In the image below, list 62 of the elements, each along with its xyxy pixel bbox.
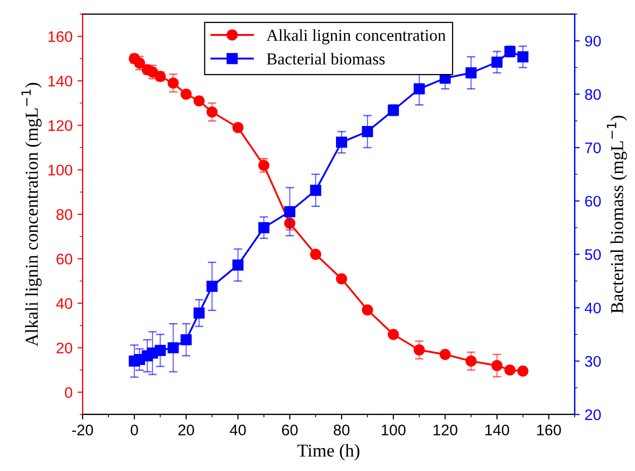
point <box>414 344 425 356</box>
point <box>466 67 477 78</box>
point <box>504 364 516 376</box>
point <box>362 304 374 316</box>
y2-tick-label: 20 <box>585 409 601 420</box>
point <box>232 259 244 271</box>
point <box>194 308 205 319</box>
y-tick-label: 160 <box>48 31 72 42</box>
y2-axis-title: Bacterial biomass (mgL$^{−1}$) <box>606 116 627 314</box>
point <box>491 360 503 372</box>
y-tick-label: 0 <box>64 387 72 398</box>
y-tick-label: 40 <box>56 298 72 309</box>
point <box>310 184 322 196</box>
point <box>336 273 348 284</box>
point <box>440 348 451 360</box>
point <box>517 51 528 62</box>
y2-tick-label: 50 <box>585 249 601 260</box>
point <box>194 95 205 106</box>
y2-tick-label: 30 <box>584 356 601 367</box>
point <box>284 206 296 218</box>
point <box>180 334 192 346</box>
point <box>154 344 166 356</box>
point <box>310 248 322 260</box>
x-tick-label: 20 <box>178 424 194 436</box>
y-tick-label: 140 <box>48 76 72 87</box>
x-tick-label: 100 <box>382 424 406 436</box>
point <box>517 366 528 377</box>
x-axis-title: Time (h) <box>297 444 360 460</box>
point <box>258 222 270 234</box>
legend-label: Bacterial biomass <box>266 52 385 65</box>
y-tick-label: 120 <box>48 120 72 132</box>
y-tick-label: 100 <box>48 164 72 176</box>
x-tick-label: 120 <box>434 424 458 436</box>
y2-tick-label: 80 <box>585 89 601 100</box>
point <box>466 356 477 367</box>
legend-label: Alkali lignin concentration <box>266 29 446 44</box>
x-tick-label: 0 <box>130 424 138 436</box>
y2-tick-label: 60 <box>585 196 601 207</box>
point <box>362 126 374 138</box>
y-tick-label: 80 <box>56 209 72 220</box>
x-tick-label: 80 <box>334 424 350 436</box>
x-tick-label: 40 <box>230 424 246 436</box>
y2-tick-label: 40 <box>584 302 601 314</box>
x-tick-label: 140 <box>485 424 510 436</box>
x-tick-label: 160 <box>537 424 561 436</box>
point <box>336 136 348 148</box>
y2-tick-label: 70 <box>585 142 601 154</box>
y2-tick-label: 90 <box>585 36 601 47</box>
point <box>168 78 179 89</box>
point <box>491 56 503 68</box>
x-tick-label: -20 <box>72 424 93 436</box>
point <box>206 280 218 292</box>
point <box>388 328 399 340</box>
point <box>414 83 425 94</box>
y-tick-label: 60 <box>56 254 72 264</box>
point <box>206 106 218 118</box>
point <box>180 88 192 100</box>
y-axis-title: Alkali lignin concentration (mgL$^{−1}$) <box>22 82 42 346</box>
point <box>232 122 244 134</box>
x-tick-label: 60 <box>282 424 298 436</box>
y-tick-label: 20 <box>56 342 72 354</box>
point <box>168 342 179 354</box>
